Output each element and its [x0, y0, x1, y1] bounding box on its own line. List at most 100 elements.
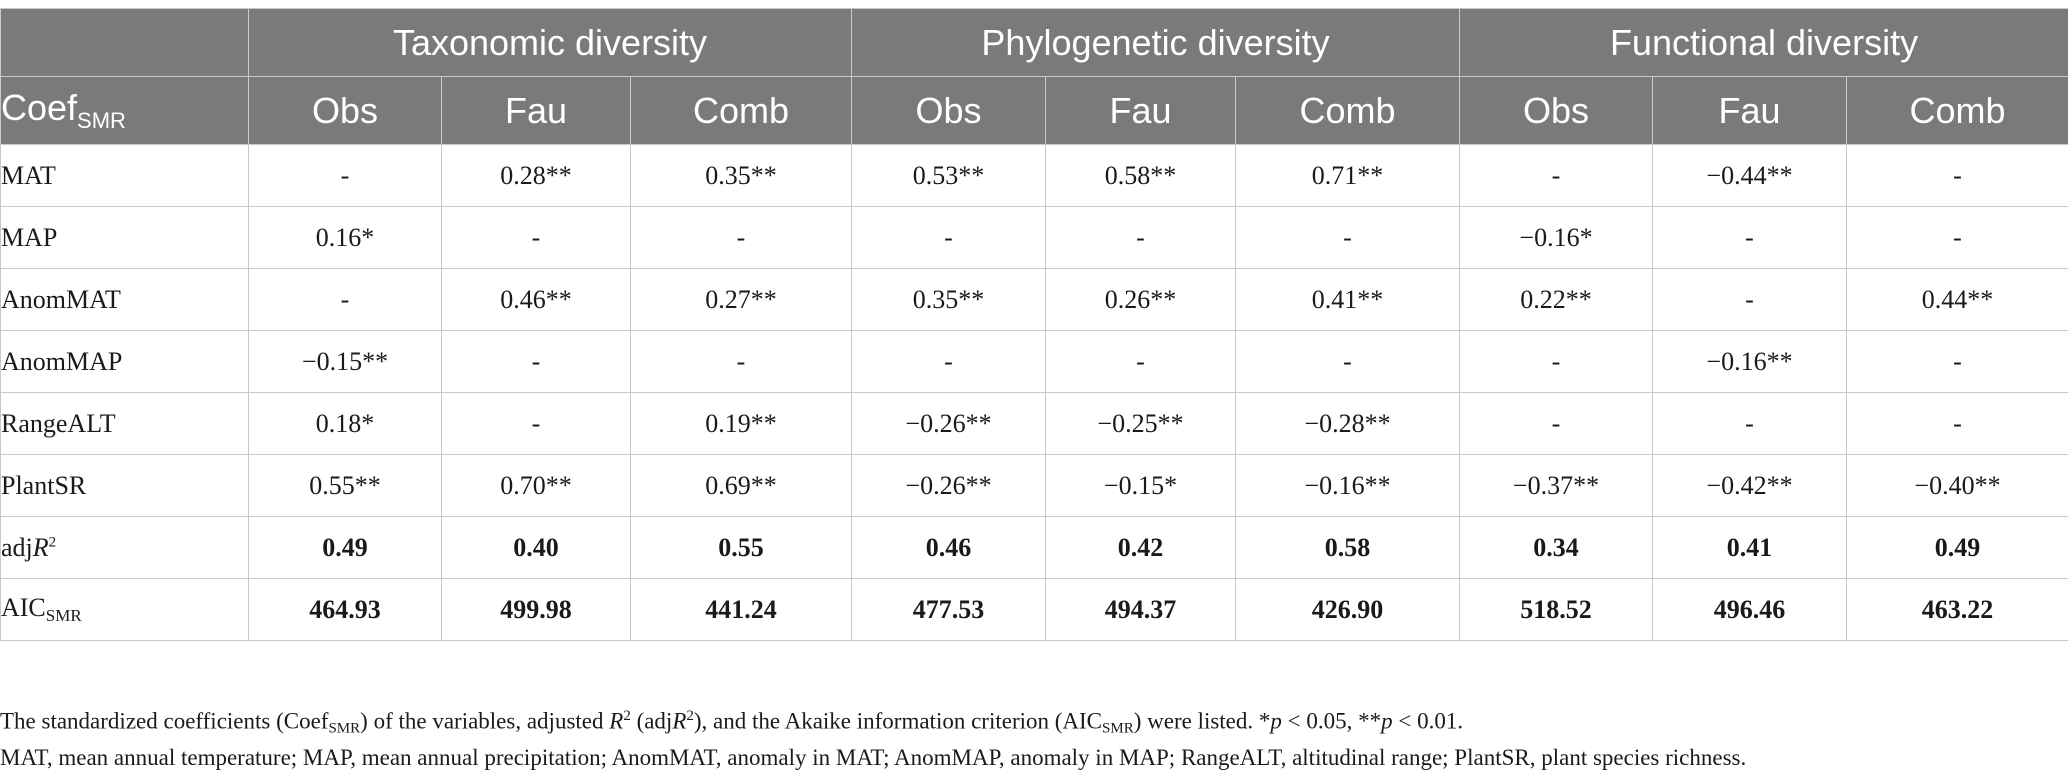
- subheader: Obs: [248, 76, 442, 145]
- table-cell: 0.46**: [441, 268, 631, 331]
- table-cell: −0.16**: [1235, 454, 1461, 517]
- table-cell: 0.27**: [629, 268, 853, 331]
- table-cell: 0.41: [1652, 516, 1848, 579]
- table-cell: 0.70**: [441, 454, 631, 517]
- table-row: AnomMAT -0.46** 0.27** 0.35** 0.26** 0.41** 0.…: [0, 268, 2068, 331]
- table-cell: -: [851, 206, 1047, 269]
- table-cell: −0.15*: [1045, 454, 1237, 517]
- table-body: MAT -0.28** 0.35** 0.53** 0.58** 0.71** - −0.44…: [0, 144, 2068, 641]
- table-cell: 441.24: [629, 578, 853, 641]
- row-label-adj-r2: adjR2: [0, 516, 249, 579]
- adj-label-main: adj: [1, 532, 33, 562]
- footnote-2: MAT, mean annual temperature; MAP, mean …: [0, 745, 1747, 770]
- corner-blank: [0, 8, 249, 77]
- aic-label-sub: SMR: [45, 606, 82, 625]
- table-cell: 477.53: [851, 578, 1047, 641]
- table-cell: 426.90: [1235, 578, 1461, 641]
- corner-sub: SMR: [77, 108, 126, 133]
- adj-label-var: R: [32, 532, 49, 562]
- subheader: Comb: [1846, 76, 2068, 145]
- table-cell: 496.46: [1652, 578, 1848, 641]
- table-cell: 0.58**: [1045, 144, 1237, 207]
- table-cell: -: [1846, 330, 2068, 393]
- row-label: RangeALT: [0, 392, 249, 455]
- table-cell: -: [441, 392, 631, 455]
- table-cell: −0.26**: [851, 454, 1047, 517]
- subheader: Comb: [1235, 76, 1461, 145]
- table-cell: −0.40**: [1846, 454, 2068, 517]
- table-cell: -: [248, 268, 442, 331]
- table-cell: −0.28**: [1235, 392, 1461, 455]
- subheader: Fau: [441, 76, 631, 145]
- table-cell: 464.93: [248, 578, 442, 641]
- table-cell: 0.22**: [1459, 268, 1654, 331]
- table-cell: −0.15**: [248, 330, 442, 393]
- row-label: AnomMAP: [0, 330, 249, 393]
- table-cell: -: [1235, 206, 1461, 269]
- table-cell: 0.26**: [1045, 268, 1237, 331]
- table-cell: 0.18*: [248, 392, 442, 455]
- subheader: Obs: [1459, 76, 1654, 145]
- table-cell: −0.16*: [1459, 206, 1654, 269]
- table-cell: -: [1045, 330, 1237, 393]
- table-cell: −0.25**: [1045, 392, 1237, 455]
- table-cell: -: [1846, 392, 2068, 455]
- group-header-phylogenetic: Phylogenetic diversity: [851, 8, 1461, 77]
- table-cell: -: [629, 330, 853, 393]
- group-header-functional: Functional diversity: [1459, 8, 2068, 77]
- table-row: RangeALT 0.18* -0.19** −0.26** −0.25** −0.28*…: [0, 392, 2068, 455]
- table-cell: -: [441, 206, 631, 269]
- table-cell: -: [1459, 392, 1654, 455]
- table-cell: 463.22: [1846, 578, 2068, 641]
- table-cell: 0.42: [1045, 516, 1237, 579]
- adj-label-sup: 2: [48, 533, 57, 550]
- table-cell: -: [1045, 206, 1237, 269]
- table-cell: -: [1846, 206, 2068, 269]
- row-label-aic: AICSMR: [0, 578, 249, 641]
- table-row: MAT -0.28** 0.35** 0.53** 0.58** 0.71** - −0.44…: [0, 144, 2068, 207]
- table-cell: 499.98: [441, 578, 631, 641]
- table-cell: −0.37**: [1459, 454, 1654, 517]
- table-cell: 0.34: [1459, 516, 1654, 579]
- table-cell: 494.37: [1045, 578, 1237, 641]
- table-cell: 0.49: [1846, 516, 2068, 579]
- table-cell: -: [851, 330, 1047, 393]
- table-cell: -: [1652, 392, 1848, 455]
- table-cell: 0.40: [441, 516, 631, 579]
- table-cell: −0.26**: [851, 392, 1047, 455]
- table-row-adj-r2: adjR2 0.49 0.40 0.55 0.46 0.42 0.58 0.34…: [0, 516, 2068, 579]
- group-header-row: Taxonomic diversity Phylogenetic diversi…: [0, 8, 2068, 77]
- table-cell: 518.52: [1459, 578, 1654, 641]
- table-cell: 0.53**: [851, 144, 1047, 207]
- table-cell: 0.44**: [1846, 268, 2068, 331]
- table-cell: -: [1846, 144, 2068, 207]
- table-row: MAP 0.16* - - - - - −0.16* - -: [0, 206, 2068, 269]
- table-cell: 0.19**: [629, 392, 853, 455]
- table-cell: 0.35**: [851, 268, 1047, 331]
- subheader: Fau: [1652, 76, 1848, 145]
- table-cell: 0.58: [1235, 516, 1461, 579]
- table-cell: -: [1652, 206, 1848, 269]
- footnote-1: The standardized coefficients (CoefSMR) …: [0, 708, 1464, 737]
- aic-label-main: AIC: [1, 593, 46, 622]
- table-row: PlantSR 0.55** 0.70** 0.69** −0.26** −0.15* −0…: [0, 454, 2068, 517]
- corner-main: Coef: [1, 87, 78, 128]
- results-table: Taxonomic diversity Phylogenetic diversi…: [0, 8, 2068, 641]
- table-cell: 0.49: [248, 516, 442, 579]
- row-label: PlantSR: [0, 454, 249, 517]
- table-cell: 0.46: [851, 516, 1047, 579]
- table-cell: −0.42**: [1652, 454, 1848, 517]
- subheader: Obs: [851, 76, 1047, 145]
- table-cell: 0.41**: [1235, 268, 1461, 331]
- table-cell: −0.16**: [1652, 330, 1848, 393]
- subheader: Fau: [1045, 76, 1237, 145]
- table-cell: 0.35**: [629, 144, 853, 207]
- table-cell: -: [1459, 144, 1654, 207]
- corner-label: CoefSMR: [0, 76, 249, 145]
- row-label: AnomMAT: [0, 268, 249, 331]
- sub-header-row: CoefSMR Obs Fau Comb Obs Fau Comb Obs Fa…: [0, 76, 2068, 145]
- row-label: MAP: [0, 206, 249, 269]
- table-row: AnomMAP −0.15** - - - - - - −0.16** -: [0, 330, 2068, 393]
- table-cell: -: [441, 330, 631, 393]
- subheader: Comb: [629, 76, 853, 145]
